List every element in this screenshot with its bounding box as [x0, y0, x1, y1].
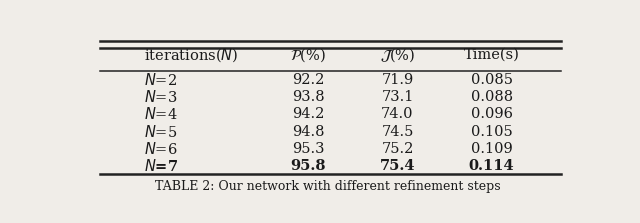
Text: 0.105: 0.105 — [471, 124, 513, 138]
Text: 73.1: 73.1 — [381, 90, 413, 104]
Text: $\mathcal{P}$(%): $\mathcal{P}$(%) — [290, 46, 326, 64]
Text: 93.8: 93.8 — [292, 90, 324, 104]
Text: TABLE 2: Our network with different refinement steps: TABLE 2: Our network with different refi… — [155, 180, 501, 193]
Text: 74.5: 74.5 — [381, 124, 413, 138]
Text: 75.4: 75.4 — [380, 159, 415, 173]
Text: $N$=6: $N$=6 — [145, 141, 178, 157]
Text: $N$=4: $N$=4 — [145, 106, 178, 122]
Text: 94.8: 94.8 — [292, 124, 324, 138]
Text: 71.9: 71.9 — [381, 73, 413, 87]
Text: $N$=3: $N$=3 — [145, 89, 178, 105]
Text: iterations($N$): iterations($N$) — [145, 46, 239, 64]
Text: $N$=2: $N$=2 — [145, 72, 177, 88]
Text: 95.8: 95.8 — [291, 159, 326, 173]
Text: $\mathcal{J}$(%): $\mathcal{J}$(%) — [380, 46, 415, 64]
Text: 0.114: 0.114 — [469, 159, 515, 173]
Text: 0.085: 0.085 — [470, 73, 513, 87]
Text: 0.096: 0.096 — [470, 107, 513, 121]
Text: $N$=7: $N$=7 — [145, 158, 179, 174]
Text: 0.088: 0.088 — [470, 90, 513, 104]
Text: Time(s): Time(s) — [464, 48, 520, 62]
Text: 75.2: 75.2 — [381, 142, 413, 156]
Text: 74.0: 74.0 — [381, 107, 413, 121]
Text: $N$=5: $N$=5 — [145, 124, 178, 140]
Text: 92.2: 92.2 — [292, 73, 324, 87]
Text: 94.2: 94.2 — [292, 107, 324, 121]
Text: 95.3: 95.3 — [292, 142, 324, 156]
Text: 0.109: 0.109 — [471, 142, 513, 156]
